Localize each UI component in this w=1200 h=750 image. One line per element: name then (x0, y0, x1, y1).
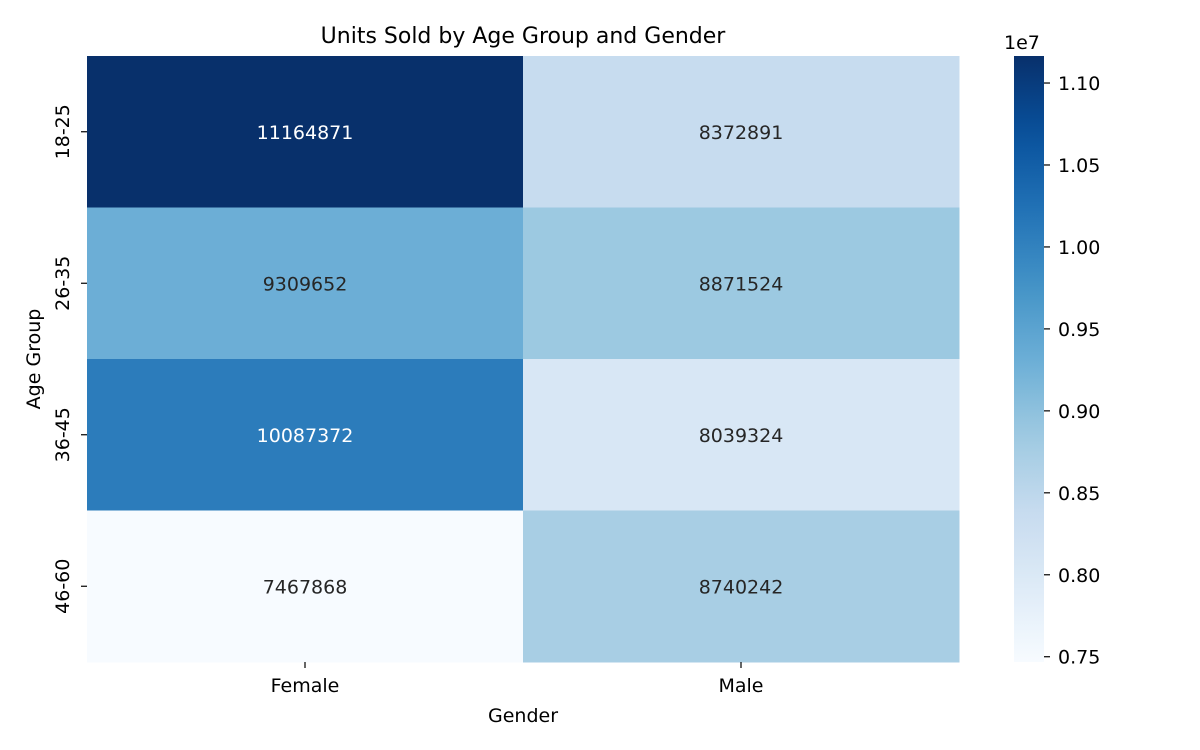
colorbar-tick-label: 0.95 (1058, 319, 1100, 341)
heatmap-cell (523, 359, 960, 511)
cell-value-label: 8740242 (699, 576, 784, 598)
colorbar-tick-label: 1.10 (1058, 73, 1100, 95)
colorbar-tick-label: 1.00 (1058, 237, 1100, 259)
colorbar-tick-label: 0.85 (1058, 483, 1100, 505)
y-tick-label: 36-45 (52, 407, 74, 462)
cell-value-label: 9309652 (263, 273, 348, 295)
y-tick-label: 26-35 (52, 256, 74, 311)
cell-value-label: 11164871 (257, 122, 354, 144)
heatmap-cells (87, 56, 960, 663)
cell-value-label: 8039324 (699, 425, 784, 447)
y-axis-label: Age Group (23, 309, 45, 410)
cell-value-label: 8871524 (699, 273, 784, 295)
heatmap-cell (523, 510, 960, 663)
colorbar-tick-label: 0.75 (1058, 647, 1100, 669)
y-tick-label: 46-60 (52, 559, 74, 614)
y-tick-label: 18-25 (52, 104, 74, 159)
x-tick-label: Female (271, 675, 340, 697)
heatmap-cell (87, 359, 524, 511)
colorbar-tick-label: 0.80 (1058, 565, 1100, 587)
colorbar-tick-label: 1.05 (1058, 155, 1100, 177)
x-axis-label: Gender (488, 705, 558, 727)
colorbar: 1e7 0.75 0.80 0.85 0.90 0.95 1.00 1.05 1.10 (1004, 32, 1100, 669)
heatmap-cell (523, 56, 960, 208)
heatmap-annotations: 11164871 8372891 9309652 8871524 10087372 803… (257, 122, 784, 599)
cell-value-label: 8372891 (699, 122, 784, 144)
colorbar-tick-label: 0.90 (1058, 401, 1100, 423)
chart-title: Units Sold by Age Group and Gender (321, 24, 727, 49)
colorbar-gradient (1014, 56, 1044, 662)
heatmap-cell (87, 207, 524, 360)
heatmap-cell (523, 207, 960, 360)
x-tick-label: Male (718, 675, 763, 697)
axis-ticks: Female Male 18-25 26-35 36-45 46-60 (52, 104, 764, 697)
heatmap-cell (87, 56, 524, 208)
colorbar-multiplier-label: 1e7 (1004, 32, 1040, 54)
heatmap-cell (87, 510, 524, 663)
cell-value-label: 10087372 (257, 425, 354, 447)
cell-value-label: 7467868 (263, 576, 348, 598)
